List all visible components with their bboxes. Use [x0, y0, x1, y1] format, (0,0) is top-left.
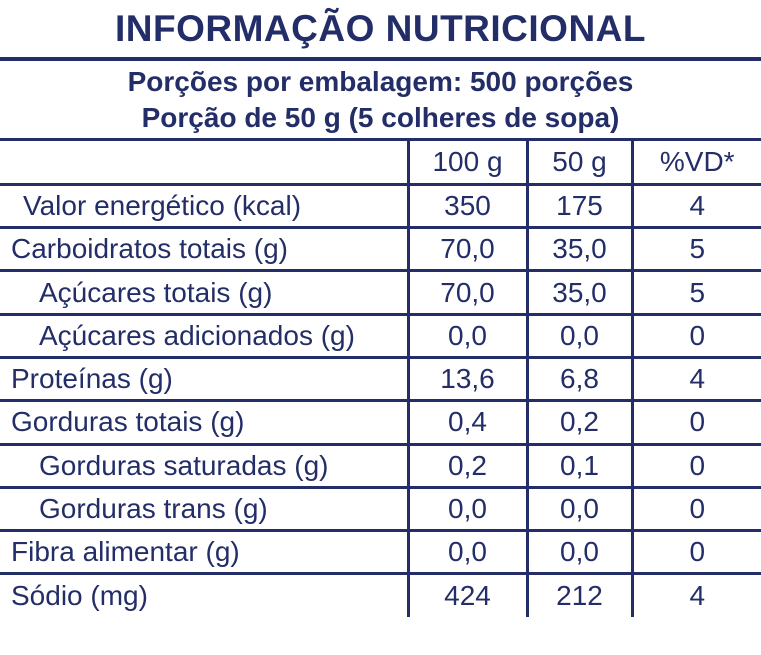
nutrient-label: Valor energético (kcal) — [0, 182, 408, 228]
table-row: Fibra alimentar (g) 0,0 0,0 0 — [0, 529, 761, 574]
nutrition-table: 100 g 50 g %VD* Valor energético (kcal) … — [0, 141, 761, 618]
serving-info: Porções por embalagem: 500 porções Porçã… — [0, 61, 761, 141]
nutrient-label: Gorduras trans (g) — [0, 485, 408, 531]
value-vd: 4 — [630, 355, 761, 401]
table-row: Açúcares totais (g) 70,0 35,0 5 — [0, 269, 761, 315]
table-row: Valor energético (kcal) 350 175 4 — [0, 182, 761, 228]
table-row: Proteínas (g) 13,6 6,8 4 — [0, 355, 761, 401]
table-row: Carboidratos totais (g) 70,0 35,0 5 — [0, 226, 761, 271]
value-vd: 4 — [630, 572, 761, 618]
value-vd: 5 — [630, 226, 761, 271]
nutrient-label: Carboidratos totais (g) — [0, 226, 408, 271]
nutrient-label: Gorduras saturadas (g) — [0, 442, 408, 488]
serving-size: Porção de 50 g (5 colheres de sopa) — [141, 101, 620, 133]
nutrient-label: Gorduras totais (g) — [0, 399, 408, 445]
nutrient-label: Açúcares totais (g) — [0, 269, 408, 315]
column-header-50g: 50 g — [525, 141, 632, 185]
value-vd: 0 — [630, 399, 761, 445]
value-vd: 4 — [630, 182, 761, 228]
value-50g: 212 — [525, 572, 632, 618]
value-100g: 0,0 — [406, 485, 527, 531]
table-row: Sódio (mg) 424 212 4 — [0, 572, 761, 618]
value-100g: 350 — [406, 182, 527, 228]
nutrient-label: Proteínas (g) — [0, 355, 408, 401]
value-50g: 0,1 — [525, 442, 632, 488]
value-50g: 0,0 — [525, 485, 632, 531]
value-100g: 424 — [406, 572, 527, 618]
value-100g: 70,0 — [406, 226, 527, 271]
value-100g: 0,0 — [406, 312, 527, 358]
page-title: INFORMAÇÃO NUTRICIONAL — [114, 7, 646, 49]
value-50g: 175 — [525, 182, 632, 228]
value-100g: 0,2 — [406, 442, 527, 488]
value-100g: 0,4 — [406, 399, 527, 445]
table-row: Gorduras trans (g) 0,0 0,0 0 — [0, 485, 761, 531]
servings-per-package: Porções por embalagem: 500 porções — [127, 65, 634, 97]
value-vd: 0 — [630, 485, 761, 531]
value-100g: 70,0 — [406, 269, 527, 315]
value-100g: 13,6 — [406, 355, 527, 401]
value-50g: 6,8 — [525, 355, 632, 401]
value-vd: 5 — [630, 269, 761, 315]
value-50g: 0,2 — [525, 399, 632, 445]
value-vd: 0 — [630, 312, 761, 358]
value-50g: 35,0 — [525, 269, 632, 315]
header-empty-cell — [0, 141, 408, 184]
table-row: Gorduras totais (g) 0,4 0,2 0 — [0, 399, 761, 445]
column-header-100g: 100 g — [406, 141, 527, 185]
value-50g: 0,0 — [525, 529, 632, 574]
value-100g: 0,0 — [406, 529, 527, 574]
value-vd: 0 — [630, 442, 761, 488]
value-50g: 0,0 — [525, 312, 632, 358]
nutrient-label: Sódio (mg) — [0, 572, 408, 618]
table-header-row: 100 g 50 g %VD* — [0, 141, 761, 185]
table-row: Gorduras saturadas (g) 0,2 0,1 0 — [0, 442, 761, 488]
value-50g: 35,0 — [525, 226, 632, 271]
nutrient-label: Fibra alimentar (g) — [0, 529, 408, 574]
nutrient-label: Açúcares adicionados (g) — [0, 312, 408, 358]
table-row: Açúcares adicionados (g) 0,0 0,0 0 — [0, 312, 761, 358]
value-vd: 0 — [630, 529, 761, 574]
panel-header: INFORMAÇÃO NUTRICIONAL — [0, 0, 761, 61]
column-header-vd: %VD* — [630, 141, 761, 185]
